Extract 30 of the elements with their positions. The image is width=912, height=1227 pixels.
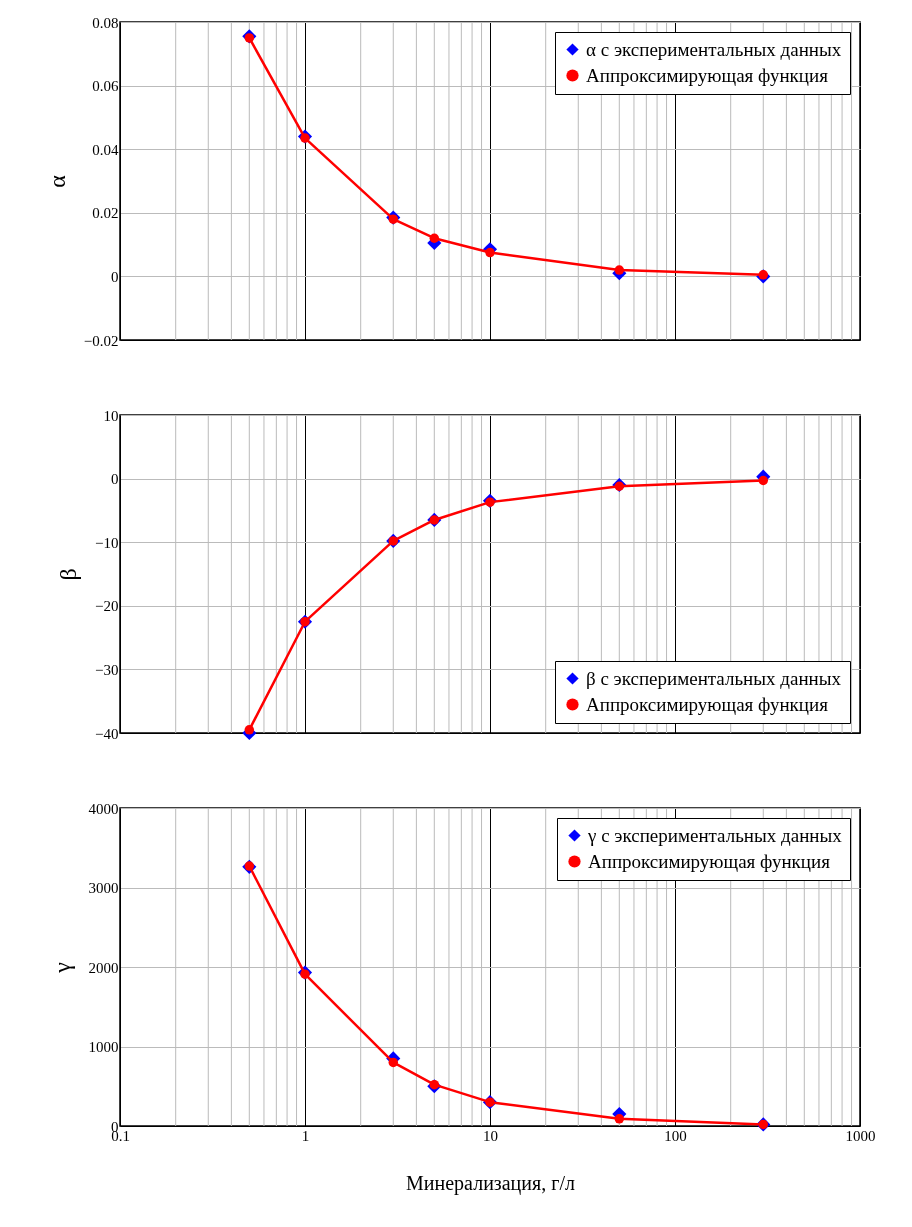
y-tick-label: 3000 [88, 880, 119, 896]
x-tick-label: 10 [483, 1127, 498, 1144]
y-tick-label: 0 [111, 268, 119, 285]
legend-label: Аппроксимирующая функция [588, 850, 831, 872]
y-tick-label: 0 [111, 471, 119, 488]
y-axis-title: β [55, 568, 82, 581]
x-axis-title: Минерализация, г/л [406, 1171, 575, 1195]
x-tick-label: 100 [664, 1127, 687, 1144]
y-tick-label: 1000 [88, 1039, 119, 1055]
y-tick-label: −0.02 [83, 332, 119, 349]
legend-label: Аппроксимирующая функция [586, 693, 829, 715]
y-tick-label: 0.08 [92, 14, 119, 31]
y-tick-label: 0.06 [92, 78, 119, 95]
y-tick-label: 4000 [88, 800, 119, 817]
legend-label: Аппроксимирующая функция [586, 64, 829, 86]
y-tick-label: 2000 [88, 959, 119, 976]
y-tick-label: −10 [95, 534, 119, 551]
x-tick-label: 1 [301, 1127, 310, 1144]
x-tick-label: 1000 [845, 1127, 876, 1144]
y-axis-title: α [43, 174, 70, 188]
legend-label: β с экспериментальных данных [586, 667, 842, 689]
y-tick-label: 10 [103, 407, 119, 424]
y-tick-label: −40 [95, 725, 119, 742]
y-axis-title: γ [48, 961, 75, 974]
y-tick-label: 0.02 [92, 205, 119, 222]
legend-label: α с экспериментальных данных [586, 38, 842, 60]
y-tick-label: 0.04 [92, 141, 119, 158]
y-tick-label: −20 [95, 598, 119, 615]
legend-label: γ с экспериментальных данных [587, 824, 843, 846]
y-tick-label: −30 [95, 661, 119, 678]
